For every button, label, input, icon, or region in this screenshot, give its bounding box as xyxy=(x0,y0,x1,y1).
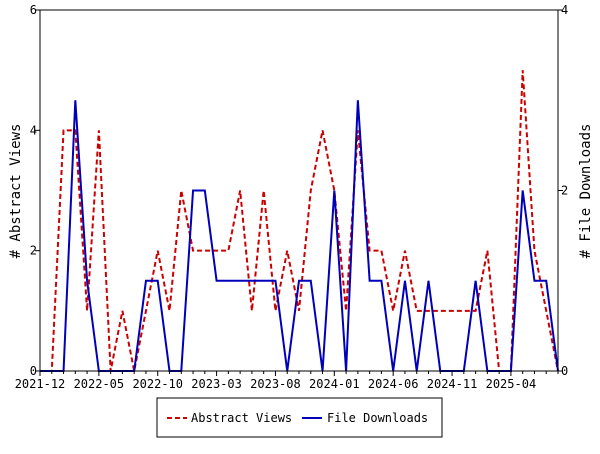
legend-box xyxy=(156,397,443,438)
x-tick-label: 2024-11 xyxy=(427,377,478,391)
y-tick-label: 0 xyxy=(30,364,37,378)
x-tick-label: 2024-01 xyxy=(309,377,360,391)
y2-tick-label: 0 xyxy=(561,364,568,378)
x-tick-label: 2022-05 xyxy=(74,377,125,391)
axis-layer: 2021-12 2022-05 2022-10 2023-03 2023-08 2024-… xyxy=(15,3,569,391)
x-tick-label: 2024-06 xyxy=(368,377,419,391)
legend-label-file-downloads: File Downloads xyxy=(327,411,428,425)
legend: Abstract Views File Downloads xyxy=(156,397,443,438)
y-tick-label: 6 xyxy=(30,3,37,17)
y-axis-label: # Abstract Views xyxy=(8,124,24,259)
series-layer xyxy=(40,70,559,372)
y2-tick-label: 4 xyxy=(561,3,568,17)
x-tick-label: 2025-04 xyxy=(486,377,537,391)
y2-tick-label: 2 xyxy=(561,184,568,198)
y2-axis-label: # File Downloads xyxy=(578,124,594,259)
series-line-abstract-views xyxy=(40,70,559,372)
x-tick-label: 2023-08 xyxy=(250,377,301,391)
y-tick-label: 2 xyxy=(30,244,37,258)
y-tick-label: 4 xyxy=(30,123,37,137)
x-tick-label: 2023-03 xyxy=(191,377,242,391)
legend-label-abstract-views: Abstract Views xyxy=(191,411,292,425)
x-tick-label: 2022-10 xyxy=(132,377,183,391)
x-tick-label: 2021-12 xyxy=(15,377,66,391)
